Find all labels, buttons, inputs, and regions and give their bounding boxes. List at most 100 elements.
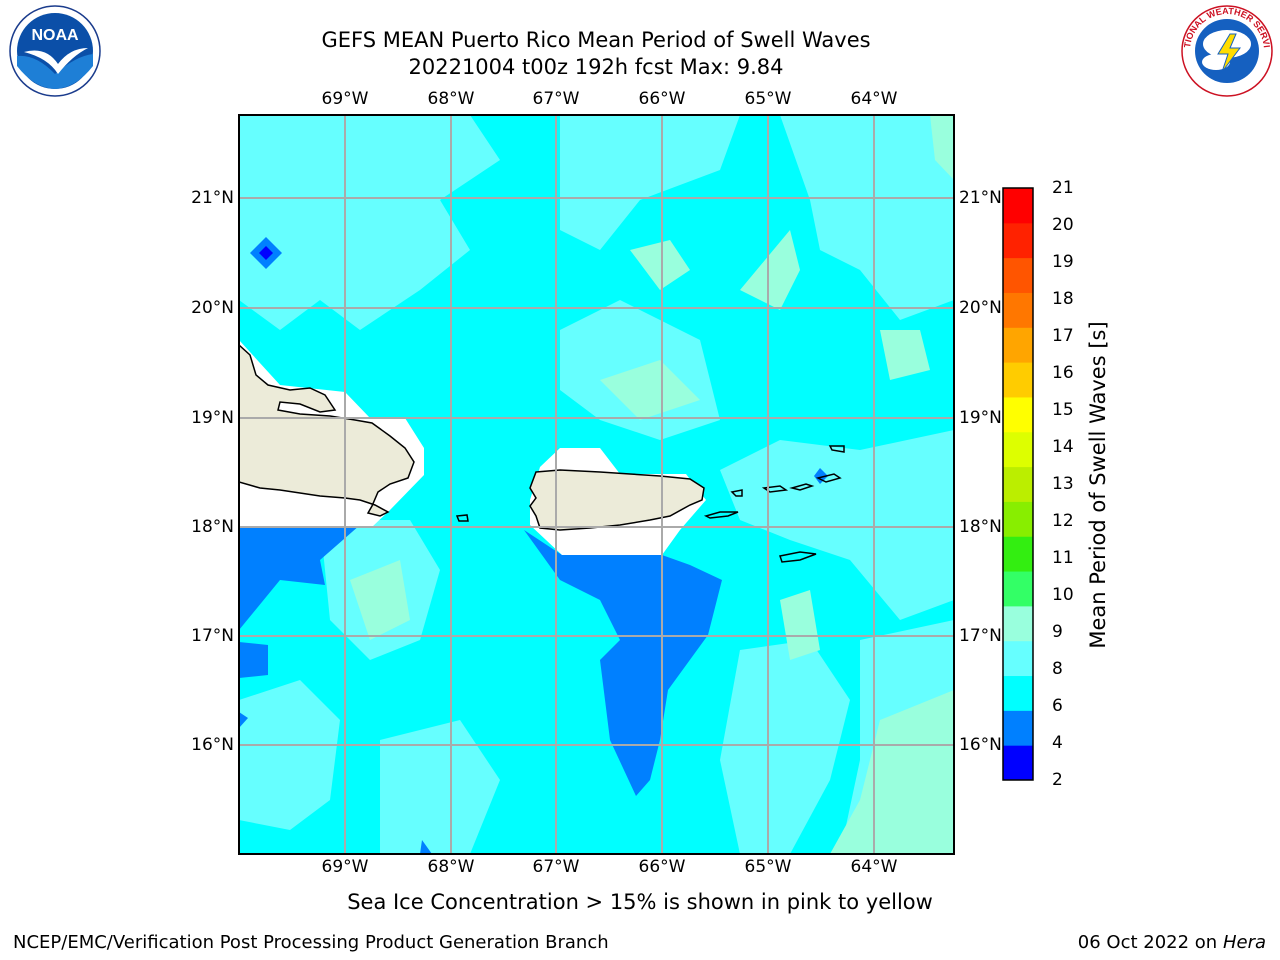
colorbar-swatch: [1003, 396, 1033, 433]
colorbar-swatch: [1003, 501, 1033, 537]
lat-label-left: 20°N: [191, 298, 234, 318]
contour-4-6: [239, 500, 360, 630]
lon-label-top: 65°W: [744, 89, 792, 109]
footer-machine: Hera: [1222, 932, 1266, 953]
lon-label-bottom: 68°W: [427, 857, 475, 877]
culebra-island: [730, 489, 743, 497]
map-frame: [238, 114, 955, 855]
lon-label-bottom: 65°W: [744, 857, 792, 877]
colorbar-tick: 12: [1052, 511, 1074, 531]
colorbar-swatch: [1003, 222, 1033, 259]
colorbar-swatch: [1003, 188, 1033, 224]
lat-label-left: 18°N: [191, 517, 234, 537]
lat-label-left: 21°N: [191, 188, 234, 208]
contour-8-9: [380, 720, 500, 854]
map-subtitle: 20221004 t00z 192h fcst Max: 9.84: [408, 55, 784, 79]
contour-9-10: [600, 360, 700, 420]
contour-8-9: [239, 115, 500, 330]
colorbar-swatch: [1003, 571, 1033, 607]
colorbar-swatch: [1003, 536, 1033, 572]
lat-label-left: 19°N: [191, 408, 234, 428]
contour-9-10: [880, 330, 930, 380]
colorbar-tick: 2: [1052, 770, 1063, 790]
noaa-logo-text: NOAA: [31, 27, 79, 44]
colorbar-tick: 15: [1052, 400, 1074, 420]
contour-8-9: [720, 430, 954, 620]
contour-9-10: [930, 115, 954, 180]
colorbar-tick: 17: [1052, 326, 1074, 346]
colorbar: [1003, 188, 1033, 781]
colorbar-swatch: [1003, 745, 1033, 781]
st-croix-island: [779, 551, 817, 563]
colorbar-tick: 14: [1052, 437, 1074, 457]
colorbar-tick: 21: [1052, 178, 1074, 198]
colorbar-tick: 6: [1052, 696, 1063, 716]
contour-9-10: [740, 230, 800, 310]
colorbar-swatch: [1003, 710, 1033, 746]
lat-label-right: 19°N: [959, 408, 1002, 428]
colorbar-tick: 10: [1052, 585, 1074, 605]
mona-island: [455, 514, 469, 522]
contour-9-10: [780, 590, 820, 660]
lon-label-bottom: 64°W: [850, 857, 898, 877]
contour-9-10: [350, 560, 410, 640]
contour-4-6: [239, 712, 248, 728]
contour-4-6: [814, 468, 828, 484]
national-weather-service-logo: NATIONAL WEATHER SERVICE: [1178, 4, 1273, 97]
noaa-logo: NOAA: [9, 5, 101, 97]
contour-4-6: [239, 642, 268, 678]
colorbar-swatch: [1003, 466, 1033, 502]
footer-organization: NCEP/EMC/Verification Post Processing Pr…: [13, 932, 609, 953]
contour-4-6: [524, 530, 722, 796]
lat-label-right: 17°N: [959, 626, 1002, 646]
puerto-rico-land: [529, 469, 705, 531]
gridlines: [239, 115, 954, 854]
contour-9-10: [630, 240, 690, 290]
lat-label-right: 20°N: [959, 298, 1002, 318]
lon-label-bottom: 69°W: [321, 857, 369, 877]
lon-label-top: 69°W: [321, 89, 369, 109]
contour-2-4: [259, 246, 273, 260]
colorbar-tick: 16: [1052, 363, 1074, 383]
lat-label-right: 18°N: [959, 517, 1002, 537]
colorbar-swatch: [1003, 257, 1033, 293]
map-contours: [239, 115, 954, 854]
lat-label-left: 17°N: [191, 626, 234, 646]
contour-9-10: [830, 690, 954, 854]
lon-label-top: 67°W: [532, 89, 580, 109]
lat-label-right: 16°N: [959, 735, 1002, 755]
lat-label-left: 16°N: [191, 735, 234, 755]
lon-label-top: 64°W: [850, 89, 898, 109]
colorbar-swatch: [1003, 675, 1033, 711]
contour-8-9: [239, 680, 340, 830]
lon-label-top: 68°W: [427, 89, 475, 109]
lat-label-right: 21°N: [959, 188, 1002, 208]
colorbar-frame: [1002, 187, 1034, 781]
contour-8-9: [720, 640, 850, 854]
vieques-island: [703, 511, 739, 519]
contour-4-6: [420, 840, 432, 854]
contour-8-9: [560, 115, 740, 250]
colorbar-swatch: [1003, 327, 1033, 363]
map-title: GEFS MEAN Puerto Rico Mean Period of Swe…: [321, 28, 871, 52]
colorbar-tick: 19: [1052, 252, 1074, 272]
footer-date-text: 06 Oct 2022 on: [1077, 932, 1218, 953]
colorbar-swatch: [1003, 640, 1033, 677]
colorbar-tick: 8: [1052, 659, 1063, 679]
colorbar-swatch: [1003, 292, 1033, 328]
virgin-islands: [761, 445, 845, 493]
colorbar-tick: 13: [1052, 474, 1074, 494]
contour-8-9: [780, 115, 954, 320]
colorbar-tick: 9: [1052, 622, 1063, 642]
colorbar-tick: 11: [1052, 548, 1074, 568]
colorbar-swatch: [1003, 431, 1033, 468]
colorbar-tick: 18: [1052, 289, 1074, 309]
lon-label-bottom: 67°W: [532, 857, 580, 877]
hispaniola-land: [239, 343, 415, 517]
colorbar-label: Mean Period of Swell Waves [s]: [1086, 321, 1110, 649]
colorbar-swatch: [1003, 605, 1033, 642]
lon-label-top: 66°W: [638, 89, 686, 109]
colorbar-tick: 4: [1052, 733, 1063, 753]
footer-date: 06 Oct 2022 on Hera: [1078, 932, 1266, 953]
